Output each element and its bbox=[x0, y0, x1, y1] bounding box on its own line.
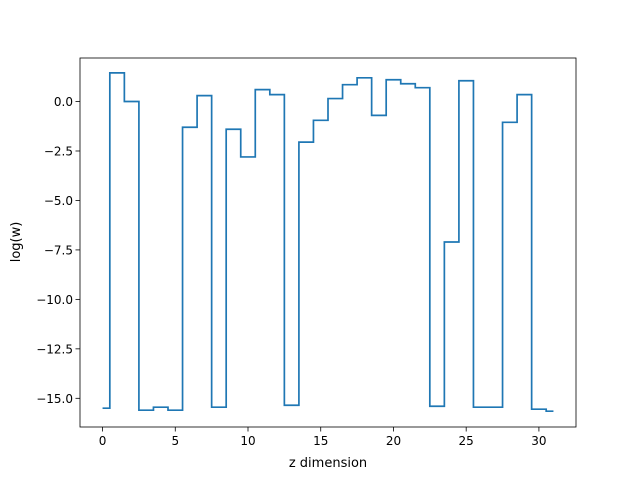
x-tick-label: 20 bbox=[386, 434, 401, 448]
y-tick-label: −5.0 bbox=[44, 194, 73, 208]
x-tick-label: 0 bbox=[99, 434, 107, 448]
x-tick-label: 15 bbox=[313, 434, 328, 448]
x-axis-label: z dimension bbox=[289, 456, 367, 471]
y-axis-ticks: 0.0 −2.5 −5.0 −7.5 −10.0 −12.5 −15.0 bbox=[36, 95, 80, 406]
y-axis-label: log(w) bbox=[9, 222, 24, 263]
y-tick-label: −10.0 bbox=[36, 293, 73, 307]
plot-layer bbox=[102, 71, 554, 413]
x-tick-label: 5 bbox=[171, 434, 179, 448]
y-tick-label: 0.0 bbox=[54, 95, 73, 109]
x-tick-label: 10 bbox=[240, 434, 255, 448]
series-step-line bbox=[102, 71, 554, 413]
axes-frame bbox=[79, 57, 577, 428]
x-tick-label: 30 bbox=[531, 434, 546, 448]
x-axis-ticks: 0 5 10 15 20 25 30 bbox=[99, 427, 547, 448]
y-tick-label: −7.5 bbox=[44, 243, 73, 257]
y-tick-label: −15.0 bbox=[36, 392, 73, 406]
y-tick-label: −2.5 bbox=[44, 144, 73, 158]
y-tick-label: −12.5 bbox=[36, 342, 73, 356]
x-tick-label: 25 bbox=[459, 434, 474, 448]
